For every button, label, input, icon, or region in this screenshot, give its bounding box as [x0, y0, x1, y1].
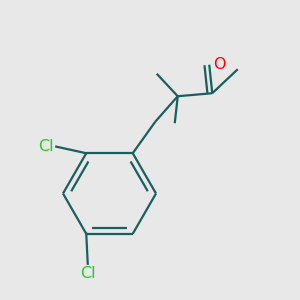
Text: O: O	[213, 57, 226, 72]
Text: Cl: Cl	[80, 266, 96, 281]
Text: Cl: Cl	[38, 139, 54, 154]
